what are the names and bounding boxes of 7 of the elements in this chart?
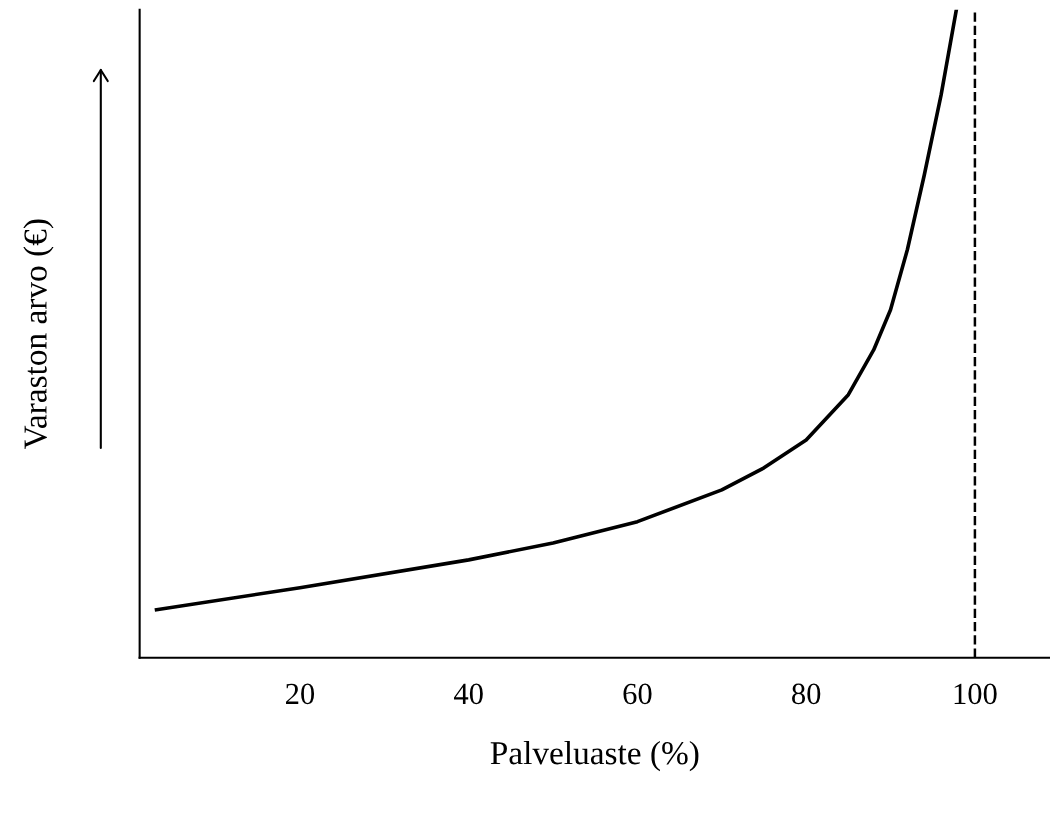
x-tick-label: 60 bbox=[623, 683, 652, 705]
x-axis-title: Palveluaste (%) bbox=[490, 740, 699, 772]
x-tick-label: 100 bbox=[954, 683, 997, 705]
x-tick-label: 40 bbox=[454, 683, 483, 705]
x-tick-label: 20 bbox=[286, 683, 315, 705]
x-tick-label: 80 bbox=[792, 683, 821, 705]
y-axis-title: Varaston arvo (€) bbox=[23, 219, 54, 450]
